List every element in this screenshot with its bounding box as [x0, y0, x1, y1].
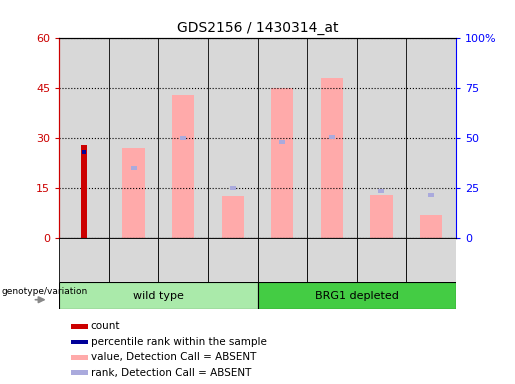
- Text: value, Detection Call = ABSENT: value, Detection Call = ABSENT: [91, 352, 256, 362]
- Bar: [172, 95, 194, 238]
- Text: BRG1 depleted: BRG1 depleted: [315, 291, 399, 301]
- Text: percentile rank within the sample: percentile rank within the sample: [91, 337, 266, 347]
- Bar: [307, 238, 356, 282]
- Bar: [59, 238, 109, 282]
- Bar: [180, 136, 186, 140]
- Bar: [81, 145, 87, 238]
- Bar: [230, 186, 236, 190]
- Bar: [71, 371, 88, 375]
- Bar: [271, 88, 294, 238]
- Bar: [208, 238, 258, 282]
- Bar: [71, 339, 88, 344]
- Text: count: count: [91, 321, 120, 331]
- Bar: [258, 238, 307, 282]
- Bar: [406, 238, 456, 282]
- Bar: [221, 197, 244, 238]
- Bar: [428, 193, 434, 197]
- Bar: [71, 324, 88, 329]
- Bar: [82, 149, 86, 154]
- Bar: [71, 355, 88, 360]
- Bar: [329, 134, 335, 139]
- Bar: [131, 166, 136, 170]
- Bar: [379, 189, 384, 194]
- Bar: [123, 148, 145, 238]
- Bar: [420, 215, 442, 238]
- Bar: [356, 238, 406, 282]
- Bar: [321, 78, 343, 238]
- Title: GDS2156 / 1430314_at: GDS2156 / 1430314_at: [177, 21, 338, 35]
- Text: rank, Detection Call = ABSENT: rank, Detection Call = ABSENT: [91, 368, 251, 378]
- Bar: [279, 139, 285, 144]
- Bar: [258, 282, 456, 309]
- Bar: [370, 195, 392, 238]
- Text: genotype/variation: genotype/variation: [1, 287, 88, 296]
- Bar: [109, 238, 159, 282]
- Text: wild type: wild type: [133, 291, 184, 301]
- Bar: [59, 282, 258, 309]
- Bar: [159, 238, 208, 282]
